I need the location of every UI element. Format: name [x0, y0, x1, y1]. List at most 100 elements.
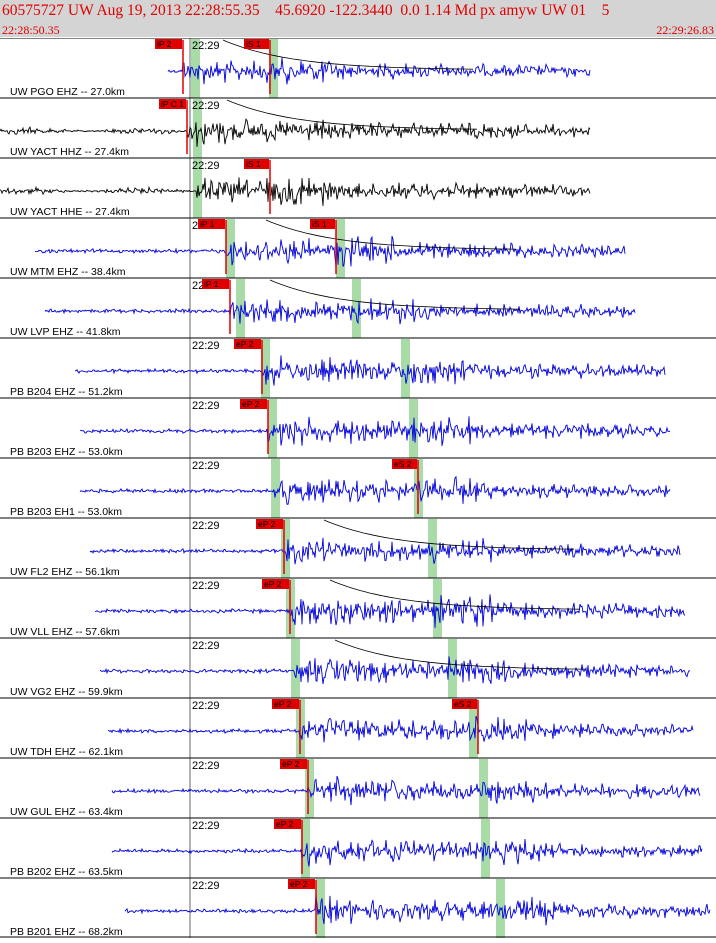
trace-row[interactable]: 22:29 eP 2 eS 2 UW TDH EHZ -- 62.1km	[0, 697, 716, 758]
station-label: PB B202 EHZ -- 63.5km	[10, 866, 123, 878]
minute-label: 22:29	[192, 160, 220, 172]
station-label: UW YACT HHE -- 27.4km	[10, 206, 130, 218]
p-pick-flag[interactable]	[262, 579, 289, 589]
s-pick-label: iS 1	[246, 159, 261, 169]
p-pick-flag[interactable]	[274, 819, 301, 829]
minute-label: 22:29	[192, 880, 220, 892]
p-pick-label: iP C 1	[161, 99, 184, 109]
s-pick-label: iS 1	[312, 219, 327, 229]
pick-window-marker	[448, 639, 457, 698]
p-pick-label: eP 2	[258, 519, 276, 529]
station-label: UW YACT HHZ -- 27.4km	[10, 146, 129, 158]
trace-row[interactable]: 22:29 eP 2 PB B201 EHZ -- 68.2km	[0, 877, 716, 938]
window-start-time: 22:28:50.35	[2, 23, 60, 37]
p-pick-label: iP 2	[157, 39, 172, 49]
p-pick-flag[interactable]	[198, 219, 225, 229]
p-pick-flag[interactable]	[280, 759, 307, 769]
p-pick-flag[interactable]	[234, 339, 261, 349]
p-pick-flag[interactable]	[256, 519, 283, 529]
pick-window-marker	[193, 99, 202, 158]
p-pick-label: eP 2	[282, 759, 300, 769]
station-label: UW LVP EHZ -- 41.8km	[10, 326, 121, 338]
p-pick-label: eP 2	[236, 339, 254, 349]
s-pick-flag[interactable]	[392, 459, 417, 469]
coda-curve	[329, 579, 581, 610]
station-label: PB B203 EH1 -- 53.0km	[10, 506, 122, 518]
p-pick-label: eP 2	[274, 699, 292, 709]
window-end-time: 22:29:26.83	[656, 23, 714, 37]
s-pick-label: iS 1	[246, 39, 261, 49]
seismogram-panel[interactable]: 22:29 iP 2 iS 1 UW PGO EHZ -- 27.0km 22:29 iP…	[0, 37, 716, 938]
station-label: UW GUL EHZ -- 63.4km	[10, 806, 123, 818]
station-label: UW VLL EHZ -- 57.6km	[10, 626, 120, 638]
waveform	[99, 656, 690, 684]
pick-window-marker	[268, 399, 277, 458]
s-pick-label: eS 2	[394, 459, 412, 469]
trace-row[interactable]: 22:29 eP 2 PB B204 EHZ -- 51.2km	[0, 337, 716, 398]
pick-window-marker	[479, 759, 488, 818]
station-label: PB B203 EHZ -- 53.0km	[10, 446, 123, 458]
trace-row[interactable]: 22:29 eS 2 PB B203 EH1 -- 53.0km	[0, 457, 716, 518]
waveform	[0, 118, 591, 147]
trace-row[interactable]: 22:29 UW VG2 EHZ -- 59.9km	[0, 637, 716, 698]
s-pick-flag[interactable]	[452, 699, 477, 709]
trace-row[interactable]: 22:29 eP 2 UW VLL EHZ -- 57.6km	[0, 577, 716, 638]
p-pick-flag[interactable]	[272, 699, 299, 709]
trace-row[interactable]: 22:29 eP 2 PB B203 EHZ -- 53.0km	[0, 397, 716, 458]
minute-label: 22:29	[192, 520, 220, 532]
p-pick-label: iP 1	[204, 279, 219, 289]
coda-curve	[269, 279, 521, 310]
p-pick-flag[interactable]	[240, 399, 267, 409]
waveform	[79, 475, 671, 505]
minute-label: 22:29	[192, 820, 220, 832]
p-pick-flag[interactable]	[159, 99, 186, 109]
station-label: UW VG2 EHZ -- 59.9km	[10, 686, 123, 698]
station-label: UW TDH EHZ -- 62.1km	[10, 746, 123, 758]
trace-row[interactable]: 22:29 iP 2 iS 1 UW PGO EHZ -- 27.0km	[0, 37, 716, 98]
minute-label: 22:29	[192, 40, 220, 52]
coda-curve	[265, 219, 517, 250]
p-pick-flag[interactable]	[155, 39, 182, 49]
trace-row[interactable]: 22:29 eP 2 UW GUL EHZ -- 63.4km	[0, 757, 716, 818]
waveform	[94, 594, 686, 628]
p-pick-flag[interactable]	[288, 879, 315, 889]
minute-label: 22:29	[192, 100, 220, 112]
waveform	[111, 838, 703, 867]
trace-row[interactable]: 22:29 eP 2 PB B202 EHZ -- 63.5km	[0, 817, 716, 878]
pick-window-marker	[291, 639, 300, 698]
pick-window-marker	[281, 519, 290, 578]
waveform	[79, 416, 671, 446]
station-label: UW FL2 EHZ -- 56.1km	[10, 566, 120, 578]
s-pick-flag[interactable]	[244, 159, 269, 169]
pick-window-marker	[271, 459, 280, 518]
pick-window-marker	[191, 39, 200, 98]
event-title: 60575727 UW Aug 19, 2013 22:28:55.35 45.…	[2, 2, 610, 19]
minute-label: 22:29	[192, 580, 220, 592]
station-label: PB B201 EHZ -- 68.2km	[10, 926, 123, 938]
trace-row[interactable]: 22:29 iS 1 UW YACT HHE -- 27.4km	[0, 157, 716, 218]
trace-row[interactable]: 22:29 iP C 1 UW YACT HHZ -- 27.4km	[0, 97, 716, 158]
event-header: 60575727 UW Aug 19, 2013 22:28:55.35 45.…	[0, 0, 716, 37]
minute-label: 22:29	[192, 460, 220, 472]
s-pick-flag[interactable]	[244, 39, 269, 49]
station-label: PB B204 EHZ -- 51.2km	[10, 386, 123, 398]
coda-curve	[222, 39, 474, 70]
minute-label: 22:29	[192, 340, 220, 352]
p-pick-flag[interactable]	[202, 279, 229, 289]
trace-row[interactable]: 22:29 eP 2 UW FL2 EHZ -- 56.1km	[0, 517, 716, 578]
pick-window-marker	[261, 339, 270, 398]
minute-label: 22:29	[192, 640, 220, 652]
minute-label: 22:29	[192, 400, 220, 412]
coda-curve	[226, 99, 478, 130]
seismogram-traces[interactable]: 22:29 iP 2 iS 1 UW PGO EHZ -- 27.0km 22:29 iP…	[0, 37, 716, 938]
p-pick-label: iP 1	[200, 219, 215, 229]
waveform	[89, 537, 681, 565]
station-label: UW PGO EHZ -- 27.0km	[10, 86, 125, 98]
waveform	[0, 177, 591, 206]
waveform	[44, 298, 636, 325]
s-pick-flag[interactable]	[310, 219, 335, 229]
pick-window-marker	[305, 759, 314, 818]
pick-window-marker	[352, 279, 361, 338]
